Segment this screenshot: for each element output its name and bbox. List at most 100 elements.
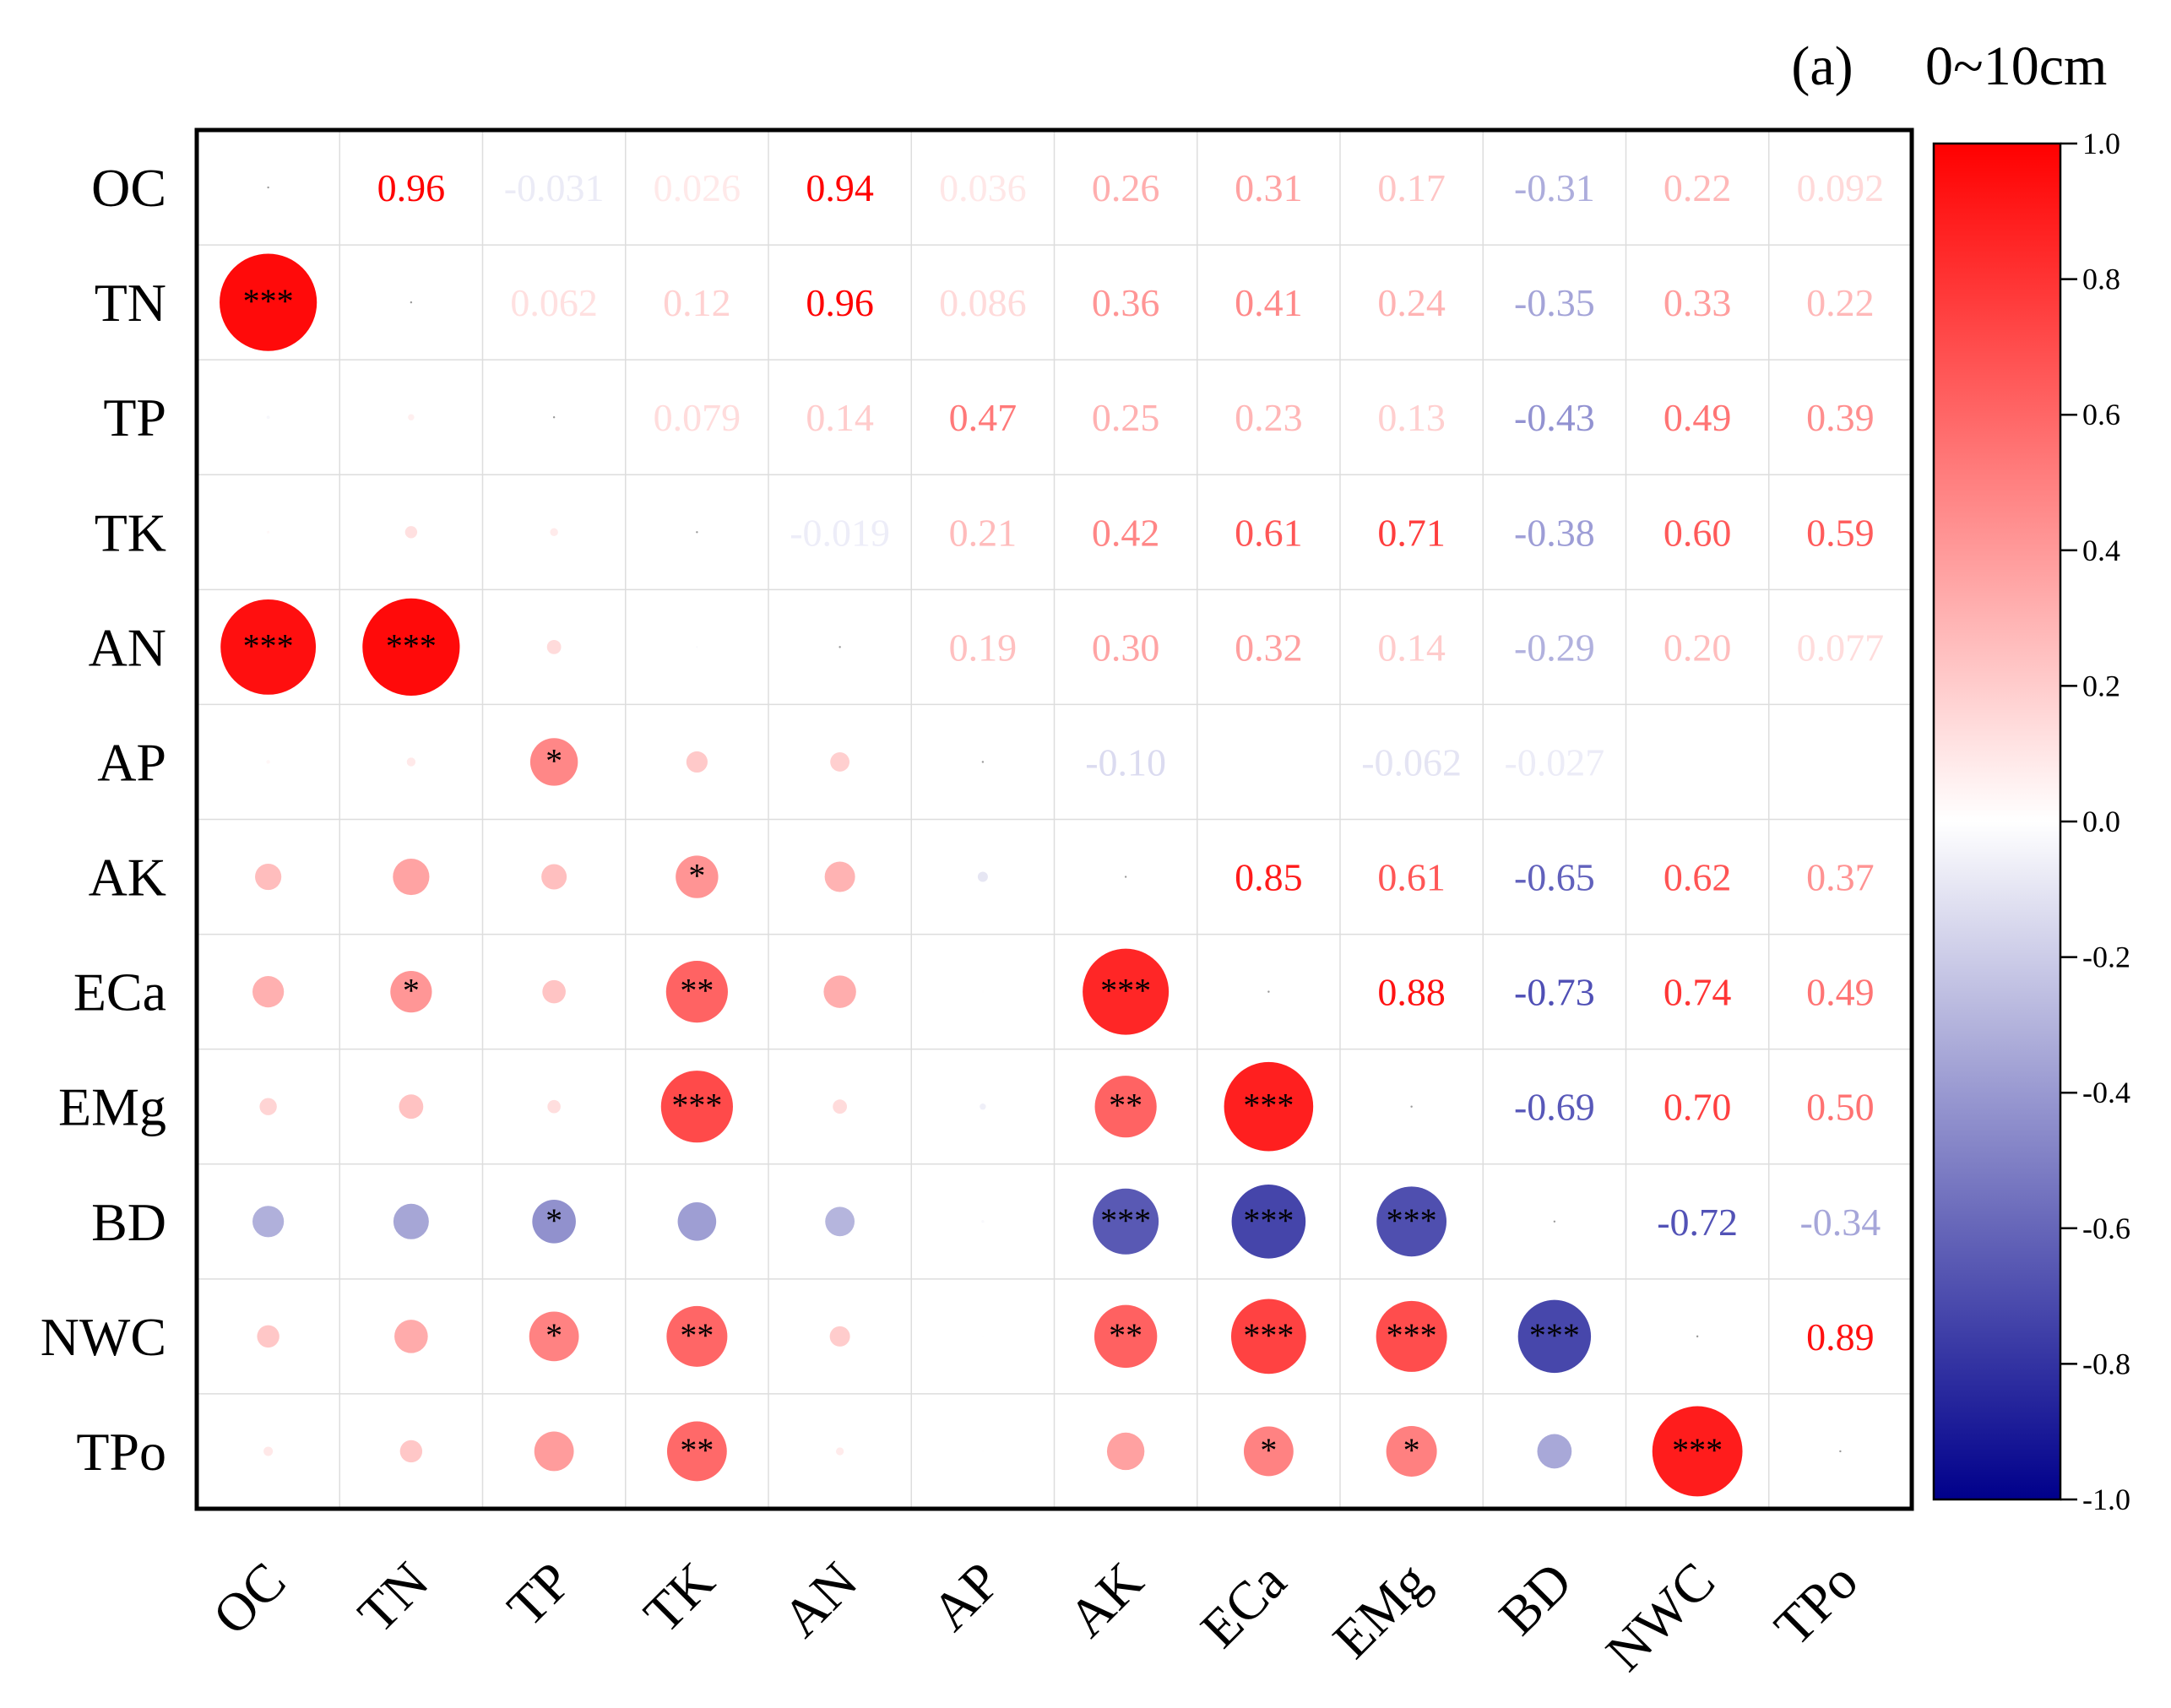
corr-value-AN-TPo: 0.077 [1797, 626, 1885, 669]
significance-stars-TPo-TK: ** [680, 1431, 714, 1469]
column-label-NWC: NWC [1594, 1551, 1726, 1683]
corr-circle-AN-OC [220, 599, 317, 695]
colorbar-tick-label: 0.2 [2082, 669, 2120, 702]
corr-circle-NWC-AN [829, 1326, 850, 1347]
corr-value-TK-ECa: 0.61 [1235, 511, 1303, 554]
corr-value-EMg-NWC: 0.70 [1664, 1086, 1732, 1129]
corr-circle-NWC-ECa [1230, 1299, 1306, 1375]
corr-value-TN-TP: 0.062 [510, 281, 598, 324]
colorbar-tick-label: -0.4 [2082, 1076, 2130, 1109]
row-label-EMg: EMg [58, 1077, 166, 1137]
corr-circle-TK-TP [550, 528, 558, 537]
significance-stars-BD-AK: *** [1100, 1201, 1151, 1239]
corr-circle-AP-TN [406, 757, 416, 767]
corr-circle-AK-AP [977, 871, 988, 882]
corr-circle-TPo-ECa [1243, 1426, 1294, 1477]
significance-stars-AP-TP: * [545, 741, 562, 779]
corr-circle-TPo-OC [263, 1446, 274, 1456]
column-label-AP: AP [920, 1551, 1012, 1642]
corr-value-TN-EMg: 0.24 [1377, 281, 1446, 324]
corr-circle-AP-OC [266, 760, 270, 764]
chart-title-group: (a) 0~10cm [1791, 35, 2107, 97]
corr-value-TP-ECa: 0.23 [1235, 396, 1303, 439]
significance-stars-AN-OC: *** [243, 626, 294, 664]
column-label-TPo: TPo [1763, 1551, 1870, 1657]
corr-circle-NWC-EMg [1376, 1300, 1447, 1372]
corr-value-TK-TPo: 0.59 [1806, 511, 1875, 554]
corr-value-TP-BD: -0.43 [1514, 396, 1595, 439]
corr-circle-TPo-AP [981, 1450, 985, 1453]
chart-subtitle: 0~10cm [1925, 35, 2107, 97]
row-label-TPo: TPo [76, 1422, 166, 1482]
corr-circle-TPo-EMg [1386, 1425, 1437, 1477]
diagonal-dot-TN [410, 301, 413, 304]
significance-stars-BD-TP: * [545, 1201, 562, 1239]
corr-circle-EMg-TP [547, 1099, 561, 1114]
corr-value-TP-TPo: 0.39 [1806, 396, 1875, 439]
diagonal-dot-TP [552, 416, 556, 419]
column-label-TK: TK [632, 1551, 726, 1645]
diagonal-dot-OC [267, 186, 269, 189]
corr-circle-EMg-TK [660, 1071, 733, 1143]
corr-circle-TK-TN [404, 526, 418, 539]
row-label-AP: AP [97, 732, 166, 792]
corr-circle-NWC-TP [529, 1311, 579, 1362]
corr-circle-TPo-TN [399, 1440, 423, 1463]
significance-stars-ECa-AK: *** [1100, 972, 1151, 1010]
corr-value-BD-TPo: -0.34 [1799, 1201, 1881, 1244]
row-label-BD: BD [91, 1192, 166, 1252]
corr-value-OC-EMg: 0.17 [1377, 166, 1446, 209]
column-label-AN: AN [771, 1551, 869, 1649]
diagonal-dot-TK [696, 531, 698, 534]
corr-circle-ECa-TK [665, 961, 728, 1023]
column-label-BD: BD [1488, 1551, 1583, 1646]
corr-circle-BD-AK [1093, 1188, 1159, 1255]
corr-value-TK-EMg: 0.71 [1377, 511, 1446, 554]
column-label-AK: AK [1056, 1551, 1154, 1649]
heatmap-grid [194, 127, 1914, 1511]
colorbar-tick-label: -0.6 [2082, 1212, 2130, 1245]
corr-circle-AN-TN [362, 598, 460, 696]
colorbar-tick-label: -1.0 [2082, 1483, 2130, 1516]
corr-value-AN-EMg: 0.14 [1377, 626, 1446, 669]
significance-stars-EMg-AK: ** [1109, 1087, 1142, 1125]
colorbar-tick-label: -0.8 [2082, 1347, 2130, 1380]
colorbar-gradient [1932, 142, 2062, 1501]
row-label-TN: TN [95, 273, 166, 333]
corr-circle-AK-OC [255, 863, 282, 891]
row-label-ECa: ECa [73, 962, 166, 1022]
corr-value-AP-AK: -0.10 [1085, 740, 1166, 784]
corr-value-TP-EMg: 0.13 [1377, 396, 1446, 439]
corr-value-ECa-EMg: 0.88 [1377, 971, 1446, 1014]
significance-stars-NWC-AK: ** [1109, 1316, 1142, 1354]
corr-circle-NWC-TN [394, 1320, 428, 1353]
corr-value-TP-AP: 0.47 [949, 396, 1018, 439]
column-label-TP: TP [496, 1551, 583, 1638]
corr-circle-ECa-TP [542, 979, 566, 1004]
row-label-TK: TK [95, 502, 166, 562]
corr-value-ECa-TPo: 0.49 [1806, 971, 1875, 1014]
diagonal-dot-TPo [1839, 1450, 1842, 1453]
colorbar-tick-label: 0.8 [2082, 263, 2120, 296]
significance-stars-AK-TK: * [688, 857, 705, 895]
corr-circle-TP-OC [266, 415, 270, 420]
corr-value-TN-TPo: 0.22 [1806, 281, 1875, 324]
corr-circle-EMg-AP [980, 1103, 986, 1110]
corr-value-TP-AK: 0.25 [1092, 396, 1160, 439]
significance-stars-NWC-EMg: *** [1387, 1316, 1437, 1354]
corr-value-AK-NWC: 0.62 [1664, 856, 1732, 899]
corr-circle-NWC-BD [1517, 1299, 1592, 1374]
significance-stars-NWC-ECa: *** [1243, 1316, 1294, 1354]
corr-value-AN-NWC: 0.20 [1664, 626, 1732, 669]
corr-circle-BD-AN [825, 1206, 855, 1237]
corr-circle-ECa-AK [1083, 948, 1170, 1035]
significance-stars-NWC-BD: *** [1529, 1316, 1580, 1354]
corr-value-TN-AN: 0.96 [806, 281, 874, 324]
corr-value-TN-ECa: 0.41 [1235, 281, 1303, 324]
corr-value-OC-AN: 0.94 [806, 166, 874, 209]
corr-circle-BD-EMg [1376, 1186, 1447, 1257]
row-label-OC: OC [91, 158, 166, 218]
corr-value-OC-NWC: 0.22 [1664, 166, 1732, 209]
corr-circle-AK-TP [541, 864, 567, 890]
